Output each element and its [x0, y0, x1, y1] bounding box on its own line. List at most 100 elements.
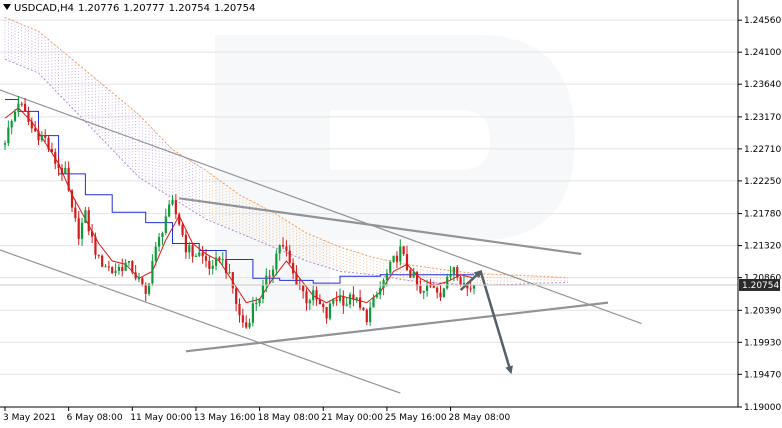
- candle: [84, 206, 87, 224]
- candle-body: [466, 282, 469, 289]
- candle-body: [315, 290, 318, 300]
- dropdown-triangle-icon[interactable]: [3, 4, 11, 10]
- candle-body: [265, 275, 268, 285]
- candle: [201, 246, 204, 264]
- candle-body: [131, 261, 134, 273]
- x-tick-label: 25 May 16:00: [385, 413, 447, 423]
- y-tick-label: 1.20860: [744, 274, 781, 284]
- candle-body: [161, 233, 164, 238]
- candle-body: [184, 234, 187, 253]
- candles: [3, 95, 476, 329]
- candle-body: [275, 253, 278, 270]
- candle-body: [60, 167, 64, 174]
- last-price-box: [739, 278, 780, 291]
- candle: [225, 257, 228, 279]
- candle: [218, 256, 221, 263]
- candle: [472, 284, 476, 295]
- candle: [275, 249, 278, 276]
- candle: [248, 318, 251, 329]
- candle: [37, 124, 40, 146]
- candle-body: [201, 252, 204, 257]
- candle-body: [251, 303, 254, 323]
- candle-body: [295, 273, 298, 285]
- candle-body: [379, 288, 382, 295]
- candle-body: [225, 259, 228, 274]
- candle-body: [271, 269, 275, 276]
- candle: [429, 278, 432, 289]
- candle-body: [328, 303, 332, 319]
- candle-body: [44, 135, 47, 138]
- candle-body: [7, 127, 10, 144]
- candle-body: [352, 294, 355, 300]
- candle: [325, 306, 328, 324]
- candle: [456, 265, 459, 281]
- candle-body: [372, 297, 375, 308]
- candle: [158, 232, 161, 252]
- candle-body: [325, 307, 328, 319]
- y-tick-label: 1.23170: [744, 113, 781, 123]
- candle-body: [258, 298, 261, 303]
- candle-body: [137, 278, 141, 280]
- last-price-tag: 1.20754: [739, 278, 780, 291]
- candle: [178, 212, 181, 227]
- candle-body: [365, 309, 368, 322]
- candle-body: [121, 266, 124, 271]
- candle-body: [17, 103, 20, 112]
- candle-body: [124, 262, 127, 271]
- candle-body: [47, 137, 50, 150]
- trendlines: [0, 89, 642, 394]
- trendline-channel-upper: [0, 89, 642, 325]
- candle-body: [281, 245, 285, 247]
- candle: [442, 287, 445, 298]
- candle-body: [345, 304, 348, 306]
- candle-body: [422, 290, 425, 293]
- candle-body: [134, 272, 137, 279]
- candle-body: [375, 294, 378, 298]
- y-axis: 1.24560 1.24100 1.23640 1.23170 1.22710 1.222…: [738, 16, 781, 413]
- candle-body: [348, 294, 352, 305]
- candle: [405, 245, 409, 271]
- candle-body: [117, 266, 120, 271]
- candle: [214, 251, 218, 271]
- y-tick-label: 1.19930: [744, 338, 781, 348]
- candle-body: [231, 272, 234, 289]
- candle-body: [415, 272, 419, 286]
- candle-body: [235, 288, 238, 304]
- candle: [415, 270, 419, 291]
- candle: [245, 315, 248, 329]
- candle-body: [228, 272, 231, 274]
- candle-body: [77, 218, 80, 239]
- candle: [34, 120, 37, 133]
- candle: [426, 280, 429, 297]
- candle-body: [405, 254, 409, 271]
- candle: [40, 131, 43, 143]
- trendline-triangle-lower: [185, 301, 609, 353]
- candle-body: [37, 131, 40, 141]
- candle: [402, 245, 405, 256]
- candle-body: [332, 299, 335, 304]
- x-tick-label: 3 May 2021: [3, 413, 56, 423]
- watermark-logo: [215, 35, 575, 310]
- candle-body: [30, 121, 33, 129]
- candle-body: [107, 266, 110, 268]
- candle: [117, 263, 120, 275]
- candle-body: [395, 255, 399, 262]
- candle: [308, 298, 311, 311]
- candle-body: [449, 274, 452, 277]
- candle: [285, 240, 288, 257]
- candle: [134, 265, 137, 281]
- candle-body: [369, 307, 372, 322]
- candle: [305, 288, 308, 311]
- candle: [412, 267, 415, 278]
- trendline-triangle-upper: [179, 197, 582, 256]
- candle: [355, 296, 358, 303]
- candle-body: [181, 224, 184, 235]
- high-value: 1.20777: [123, 3, 165, 14]
- y-tick-label: 1.24100: [744, 48, 781, 58]
- candle: [469, 280, 472, 293]
- candle-body: [355, 297, 358, 300]
- y-tick-label: 1.23640: [744, 80, 781, 90]
- candle: [184, 229, 187, 259]
- candle: [151, 254, 154, 286]
